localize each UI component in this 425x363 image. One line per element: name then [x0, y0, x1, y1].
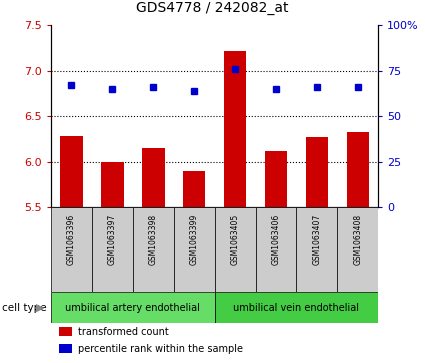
Bar [133, 207, 174, 292]
Bar [346, 131, 369, 207]
Bar [92, 207, 133, 292]
Text: GSM1063406: GSM1063406 [272, 214, 280, 265]
Text: cell type: cell type [2, 303, 47, 313]
Text: GSM1063399: GSM1063399 [190, 214, 198, 265]
Bar [59, 327, 72, 336]
Bar [174, 207, 215, 292]
Bar [224, 51, 246, 207]
Bar [215, 292, 378, 323]
Text: transformed count: transformed count [78, 327, 168, 337]
Bar [59, 344, 72, 353]
Text: GSM1063397: GSM1063397 [108, 214, 117, 265]
Text: GSM1063396: GSM1063396 [67, 214, 76, 265]
Bar [255, 207, 296, 292]
Bar [51, 292, 215, 323]
Text: GDS4778 / 242082_at: GDS4778 / 242082_at [136, 0, 289, 15]
Text: GSM1063407: GSM1063407 [312, 214, 321, 265]
Bar [101, 162, 124, 207]
Bar [265, 151, 287, 207]
Bar [215, 207, 255, 292]
Text: GSM1063408: GSM1063408 [353, 214, 362, 265]
Bar [296, 207, 337, 292]
Bar [183, 171, 205, 207]
Bar [337, 207, 378, 292]
Text: GSM1063405: GSM1063405 [231, 214, 240, 265]
Text: percentile rank within the sample: percentile rank within the sample [78, 344, 243, 354]
Bar [142, 148, 164, 207]
Text: umbilical vein endothelial: umbilical vein endothelial [233, 303, 360, 313]
Text: ▶: ▶ [36, 303, 45, 313]
Bar [306, 137, 328, 207]
Text: GSM1063398: GSM1063398 [149, 214, 158, 265]
Bar [60, 136, 83, 207]
Text: umbilical artery endothelial: umbilical artery endothelial [65, 303, 200, 313]
Bar [51, 207, 92, 292]
